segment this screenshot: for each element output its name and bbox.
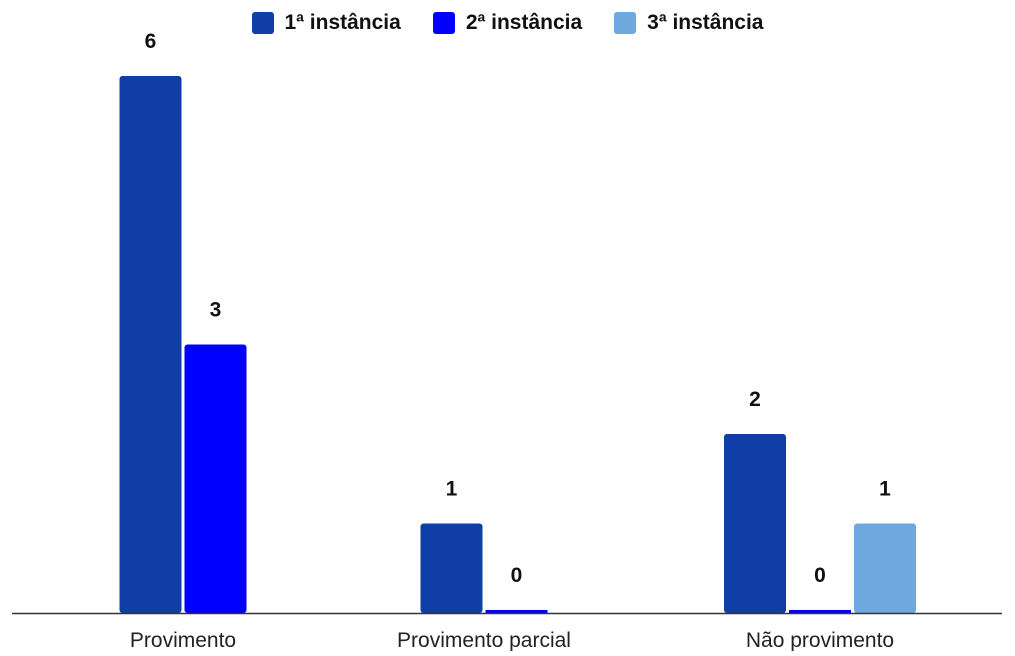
data-label-provimento-series-2: 3 xyxy=(210,299,222,322)
legend: 1ª instância 2ª instância 3ª instância xyxy=(0,11,1015,35)
legend-item-series-1: 1ª instância xyxy=(251,11,401,35)
x-tick-label-2: Provimento parcial xyxy=(397,629,571,651)
legend-swatch-series-3 xyxy=(614,12,637,34)
legend-swatch-series-1 xyxy=(251,12,274,34)
legend-label-series-1: 1ª instância xyxy=(284,11,401,34)
x-tick-label-3: Não provimento xyxy=(746,629,894,651)
data-label-provimento-parcial-series-2: 0 xyxy=(511,564,523,587)
legend-swatch-series-2 xyxy=(432,12,455,34)
data-label-provimento-series-1: 6 xyxy=(145,30,157,53)
bar-n-o-provimento-series-2 xyxy=(789,610,851,613)
legend-item-series-2: 2ª instância xyxy=(432,11,583,35)
bar-provimento-series-2 xyxy=(184,344,247,613)
x-tick-label-1: Provimento xyxy=(130,629,236,651)
bar-provimento-parcial-series-1 xyxy=(420,523,483,613)
bars xyxy=(119,76,916,613)
data-label-provimento-parcial-series-1: 1 xyxy=(446,478,458,501)
bar-n-o-provimento-series-3 xyxy=(854,523,916,613)
bar-n-o-provimento-series-1 xyxy=(724,434,786,613)
data-labels: 6 3 1 0 2 0 1 xyxy=(145,30,892,587)
legend-label-series-2: 2ª instância xyxy=(465,11,583,34)
data-label-n-o-provimento-series-2: 0 xyxy=(814,564,826,587)
bar-provimento-series-1 xyxy=(119,76,182,613)
bar-provimento-parcial-series-2 xyxy=(485,610,548,613)
legend-label-series-3: 3ª instância xyxy=(647,11,764,34)
legend-item-series-3: 3ª instância xyxy=(614,11,763,35)
data-label-n-o-provimento-series-3: 1 xyxy=(879,478,891,501)
data-label-n-o-provimento-series-1: 2 xyxy=(749,388,761,411)
